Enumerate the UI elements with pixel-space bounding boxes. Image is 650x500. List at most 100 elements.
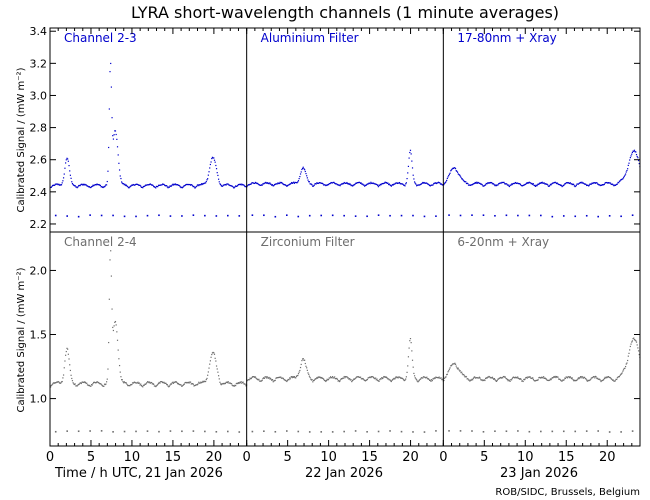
day-label-2: 22 Jan 2026 xyxy=(305,466,383,481)
data-point xyxy=(615,184,617,186)
data-point xyxy=(132,183,134,186)
data-point xyxy=(543,182,545,184)
data-point xyxy=(230,383,233,385)
data-point xyxy=(141,385,143,387)
data-point xyxy=(197,383,199,385)
data-point xyxy=(375,377,377,379)
data-point xyxy=(78,184,80,187)
data-point xyxy=(433,183,435,185)
data-point xyxy=(505,377,507,380)
data-point xyxy=(329,183,331,185)
data-point xyxy=(599,379,601,381)
data-point xyxy=(50,186,52,189)
data-point xyxy=(446,177,448,180)
data-point xyxy=(285,184,287,187)
data-point xyxy=(525,183,527,185)
data-point xyxy=(135,382,137,384)
data-point xyxy=(575,379,577,382)
data-point xyxy=(385,181,388,184)
data-point xyxy=(212,157,214,159)
data-point xyxy=(587,184,589,186)
data-point xyxy=(125,184,127,186)
data-point xyxy=(616,183,618,185)
data-point xyxy=(154,385,156,387)
data-point xyxy=(559,378,561,381)
data-point xyxy=(603,377,606,380)
data-point xyxy=(480,183,482,185)
data-point xyxy=(386,182,388,184)
data-point xyxy=(363,184,365,186)
data-point xyxy=(93,185,95,187)
data-point xyxy=(489,182,491,184)
data-point xyxy=(155,185,158,187)
data-point xyxy=(126,383,128,386)
data-point xyxy=(428,184,430,186)
calibration-point xyxy=(112,214,114,217)
data-point xyxy=(291,377,293,379)
data-point xyxy=(622,177,625,179)
calibration-point xyxy=(448,430,450,432)
data-point xyxy=(168,186,170,188)
data-point xyxy=(284,379,286,381)
data-point xyxy=(487,376,489,378)
data-point xyxy=(345,182,347,184)
data-point xyxy=(241,183,243,185)
data-point xyxy=(113,325,115,327)
data-point xyxy=(577,183,579,185)
data-point xyxy=(307,179,309,181)
data-point xyxy=(73,383,76,386)
data-point xyxy=(488,375,490,378)
data-point xyxy=(474,181,476,184)
data-point xyxy=(227,183,229,185)
data-point xyxy=(459,370,461,372)
data-point xyxy=(512,376,514,379)
data-point xyxy=(510,183,513,185)
calibration-point xyxy=(423,215,426,218)
data-point xyxy=(590,183,593,185)
data-point xyxy=(362,184,364,186)
data-point xyxy=(544,377,546,379)
data-point xyxy=(200,382,203,384)
data-point xyxy=(635,151,637,153)
data-point xyxy=(321,182,323,184)
series-points-bottom-2 xyxy=(246,338,444,433)
data-point xyxy=(633,150,635,152)
data-point xyxy=(374,378,376,380)
data-point xyxy=(330,376,332,379)
data-point xyxy=(570,377,572,379)
data-point xyxy=(261,379,263,381)
data-point xyxy=(134,382,136,384)
data-point xyxy=(493,378,495,380)
data-point xyxy=(88,384,90,387)
data-point xyxy=(172,382,175,384)
data-point xyxy=(536,379,538,382)
data-point xyxy=(301,359,303,362)
data-point xyxy=(297,373,300,375)
data-point xyxy=(239,382,242,384)
data-point xyxy=(268,183,270,185)
data-point xyxy=(278,376,280,378)
data-point xyxy=(332,376,334,378)
data-point xyxy=(396,182,399,185)
data-point xyxy=(516,182,518,184)
data-point xyxy=(545,183,547,185)
data-point xyxy=(560,184,562,187)
data-point xyxy=(397,182,399,184)
data-point xyxy=(589,183,591,185)
data-point xyxy=(450,365,453,367)
calibration-point xyxy=(192,430,195,432)
y-axis-label-bottom: Calibrated Signal / (mW m⁻²) xyxy=(16,267,27,412)
data-point xyxy=(458,369,460,371)
data-point xyxy=(66,347,68,349)
data-point xyxy=(599,378,601,380)
data-point xyxy=(545,378,547,380)
data-point xyxy=(174,381,177,383)
data-point xyxy=(394,378,396,380)
data-point xyxy=(612,184,614,186)
data-point xyxy=(353,378,356,380)
data-point xyxy=(256,378,258,380)
data-point xyxy=(88,384,91,387)
data-point xyxy=(579,376,582,378)
data-point xyxy=(371,182,373,185)
data-point xyxy=(373,183,375,185)
